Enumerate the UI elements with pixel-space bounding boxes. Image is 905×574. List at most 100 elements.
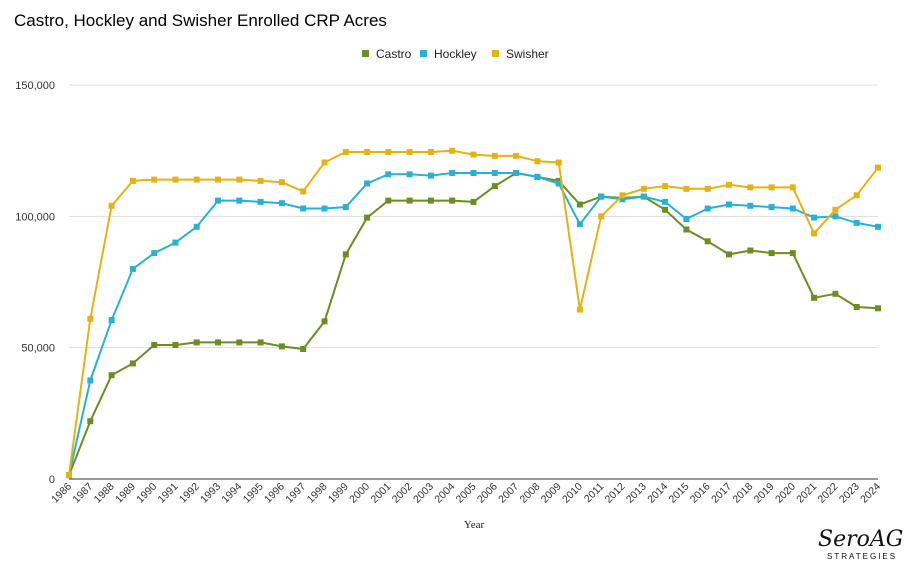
legend-item-hockley: Hockley (420, 47, 477, 61)
x-axis-label: Year (464, 519, 485, 531)
x-tick-label: 2011 (582, 481, 607, 506)
data-point-castro (576, 201, 583, 208)
data-point-hockley (747, 202, 754, 209)
data-point-castro (853, 304, 860, 310)
data-point-hockley (555, 180, 562, 187)
data-point-hockley (853, 219, 860, 226)
data-point-hockley (342, 204, 349, 211)
data-point-castro (236, 339, 243, 346)
x-axis-ticks: 1986198719881989199019911992199319941995… (49, 481, 883, 506)
x-tick-label: 2012 (603, 481, 628, 506)
data-point-hockley (704, 205, 711, 212)
data-point-hockley (768, 204, 775, 211)
data-point-swisher (278, 179, 285, 186)
data-point-hockley (151, 250, 158, 257)
data-point-swisher (193, 176, 200, 183)
data-point-hockley (385, 171, 392, 178)
x-tick-label: 2005 (454, 481, 479, 506)
x-tick-label: 2015 (667, 481, 692, 506)
series-swisher (66, 147, 881, 479)
data-point-swisher (662, 183, 669, 190)
data-point-hockley (811, 214, 818, 221)
y-axis-ticks: 0 50,000 100,000 150,000 (15, 80, 55, 486)
y-tick-label: 150,000 (15, 80, 55, 92)
data-point-castro (172, 342, 179, 348)
data-point-castro (768, 250, 775, 257)
data-point-hockley (491, 170, 498, 176)
x-tick-label: 1999 (326, 481, 351, 506)
y-tick-label: 50,000 (21, 343, 55, 355)
data-point-hockley (640, 193, 647, 200)
series-line-castro (68, 172, 879, 476)
data-point-castro (193, 339, 200, 346)
data-point-swisher (385, 149, 392, 155)
data-point-castro (662, 206, 669, 213)
x-tick-label: 2022 (816, 481, 841, 506)
x-tick-label: 2017 (709, 481, 734, 506)
data-point-castro (789, 250, 796, 257)
data-point-swisher (342, 149, 349, 155)
series-castro (66, 170, 881, 479)
data-point-castro (342, 251, 349, 258)
data-point-swisher (683, 185, 690, 192)
data-point-hockley (427, 172, 434, 179)
grid-lines (69, 84, 878, 480)
data-point-hockley (172, 239, 179, 246)
data-point-castro (704, 238, 711, 245)
x-tick-label: 2003 (411, 481, 436, 506)
data-point-swisher (789, 184, 796, 191)
data-point-hockley (364, 180, 371, 187)
x-tick-label: 1989 (113, 481, 138, 506)
data-point-swisher (640, 185, 647, 192)
data-point-swisher (534, 158, 541, 165)
data-point-castro (875, 305, 881, 312)
data-point-swisher (726, 181, 732, 188)
x-tick-label: 2021 (794, 481, 819, 506)
data-point-hockley (278, 200, 285, 207)
data-point-castro (108, 372, 115, 379)
x-tick-label: 2020 (773, 481, 798, 506)
data-point-swisher (811, 230, 818, 237)
data-point-swisher (321, 159, 328, 166)
x-tick-label: 2004 (432, 481, 457, 506)
data-point-hockley (300, 205, 307, 212)
series-hockley (66, 170, 881, 479)
data-point-castro (300, 346, 307, 352)
x-tick-label: 2007 (496, 481, 521, 506)
data-point-swisher (555, 159, 562, 166)
x-tick-label: 1997 (283, 481, 308, 506)
x-tick-label: 2002 (390, 481, 415, 506)
data-point-castro (726, 251, 732, 258)
data-point-swisher (129, 177, 136, 184)
data-point-castro (385, 197, 392, 204)
data-point-hockley (598, 193, 605, 200)
data-point-swisher (598, 213, 605, 220)
data-point-hockley (789, 205, 796, 212)
data-point-swisher (236, 176, 243, 183)
x-tick-label: 2024 (858, 481, 883, 506)
data-point-swisher (491, 152, 498, 159)
data-point-castro (151, 342, 158, 348)
data-point-hockley (513, 170, 520, 176)
data-point-hockley (406, 171, 413, 178)
data-point-hockley (619, 196, 626, 203)
sero-ag-logo: SeroAG STRATEGIES (818, 527, 903, 561)
x-tick-label: 1987 (70, 481, 95, 506)
x-tick-label: 1995 (241, 481, 266, 506)
data-point-hockley (875, 223, 881, 230)
chart-title: Castro, Hockley and Swisher Enrolled CRP… (14, 11, 387, 30)
legend-label-hockley: Hockley (434, 47, 477, 61)
data-point-swisher (215, 176, 221, 183)
data-point-hockley (683, 216, 690, 222)
x-tick-label: 2010 (560, 481, 585, 506)
y-tick-label: 0 (49, 474, 55, 486)
x-tick-label: 2018 (730, 481, 755, 506)
data-point-swisher (875, 164, 881, 171)
x-tick-label: 2014 (645, 481, 670, 506)
data-point-castro (683, 226, 690, 233)
data-point-swisher (406, 149, 413, 155)
data-point-hockley (236, 197, 243, 204)
series-group (66, 147, 881, 479)
x-tick-label: 2001 (368, 481, 393, 506)
x-tick-label: 1990 (134, 481, 159, 506)
